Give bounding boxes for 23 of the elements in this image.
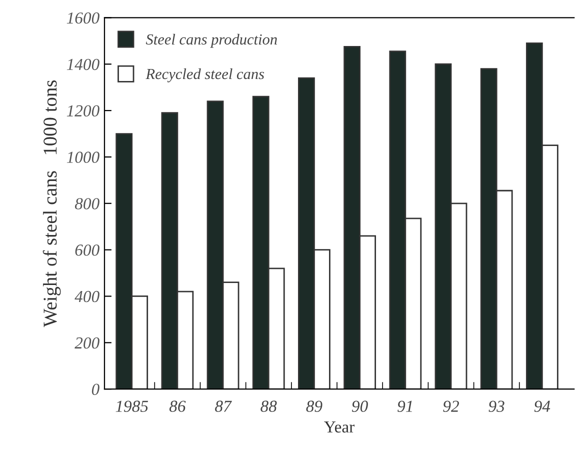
y-tick-label: 800 xyxy=(74,198,100,210)
x-tick-label: 92 xyxy=(443,400,459,412)
y-tick-label: 1200 xyxy=(66,105,100,116)
legend-label: Steel cans production xyxy=(146,34,277,48)
x-tick-label: 93 xyxy=(488,400,504,412)
x-tick-label: 89 xyxy=(306,400,322,412)
x-tick-label: 86 xyxy=(169,400,186,412)
y-tick-label: 400 xyxy=(74,290,100,302)
y-tick-label: 0 xyxy=(92,384,100,396)
y-axis-title: Weight of steel cans 1000 tons xyxy=(42,80,61,328)
x-tick-label: 90 xyxy=(352,400,368,412)
y-tick-label: 600 xyxy=(75,244,100,256)
x-tick-label: 91 xyxy=(398,400,412,412)
y-tick-label: 1600 xyxy=(66,12,100,24)
x-tick-label: 88 xyxy=(260,400,277,412)
y-tick-label: 1400 xyxy=(66,58,100,70)
x-tick-label: 1985 xyxy=(116,400,148,412)
x-tick-label: 94 xyxy=(534,400,550,412)
x-tick-label: 87 xyxy=(215,400,232,412)
y-tick-label: 200 xyxy=(74,337,100,349)
y-tick-label: 1000 xyxy=(66,152,100,163)
x-axis-title: Year xyxy=(324,422,354,433)
legend-label: Recycled steel cans xyxy=(146,68,264,82)
